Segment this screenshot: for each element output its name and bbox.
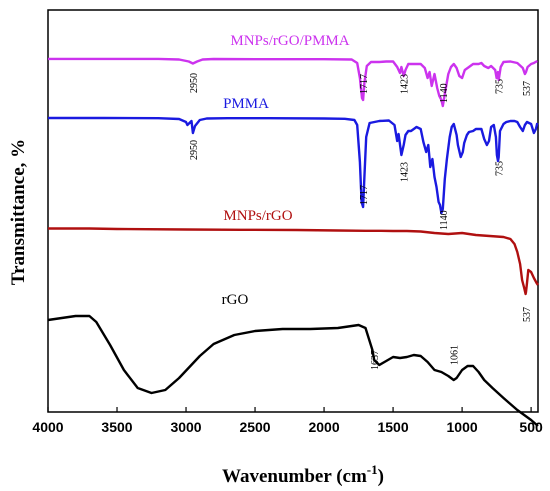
- peak-label-7: 1717: [359, 185, 370, 205]
- trace-rgo: [47, 314, 539, 427]
- x-axis-title-sup: -1: [367, 462, 378, 477]
- trace-mnps-rgo: [48, 227, 539, 296]
- x-axis-title-close: ): [378, 466, 384, 487]
- x-tick-label-3500: 3500: [101, 419, 132, 435]
- peak-label-10: 735: [495, 161, 506, 176]
- x-tick-label-500: 500: [519, 419, 543, 435]
- x-tick-label-3000: 3000: [170, 419, 201, 435]
- peak-label-9: 1140: [439, 210, 450, 230]
- y-axis-title: Transmittance, %: [8, 139, 29, 285]
- series-label-1: PMMA: [223, 96, 269, 112]
- x-tick-label-2500: 2500: [239, 419, 270, 435]
- series-label-2: MNPs/rGO: [223, 208, 292, 224]
- spectra-traces: [47, 57, 539, 427]
- peak-label-1: 1717: [359, 74, 370, 94]
- series-labels: MNPs/rGO/PMMA PMMA MNPs/rGO rGO: [222, 33, 350, 308]
- x-axis-ticks: 4000 3500 3000 2500 2000 1500 1000 500: [32, 407, 543, 435]
- peak-label-6: 2950: [189, 140, 200, 160]
- series-label-3: rGO: [222, 292, 249, 308]
- peak-label-13: 1061: [450, 345, 461, 365]
- x-axis-title-main: Wavenumber (cm: [222, 466, 367, 487]
- peak-label-5: 537: [522, 81, 533, 96]
- peak-label-12: 1637: [370, 350, 381, 370]
- peak-label-0: 2950: [189, 73, 200, 93]
- x-tick-label-1000: 1000: [447, 419, 478, 435]
- peak-label-4: 735: [495, 79, 506, 94]
- peak-labels: 2950 1717 1423 1140 735 537 2950 1717 1423 1140 73…: [189, 73, 533, 370]
- peak-label-3: 1140: [439, 83, 450, 103]
- trace-mnps-rgo-pmma: [48, 57, 538, 108]
- x-tick-label-1500: 1500: [377, 419, 408, 435]
- peak-label-8: 1423: [400, 162, 411, 182]
- plot-frame: [47, 9, 539, 413]
- x-axis-title: Wavenumber (cm-1): [222, 462, 384, 487]
- trace-pmma: [48, 116, 539, 215]
- peak-label-11: 537: [522, 307, 533, 322]
- x-tick-label-4000: 4000: [32, 419, 63, 435]
- peak-label-2: 1423: [400, 74, 411, 94]
- x-tick-label-2000: 2000: [308, 419, 339, 435]
- series-label-0: MNPs/rGO/PMMA: [230, 33, 349, 49]
